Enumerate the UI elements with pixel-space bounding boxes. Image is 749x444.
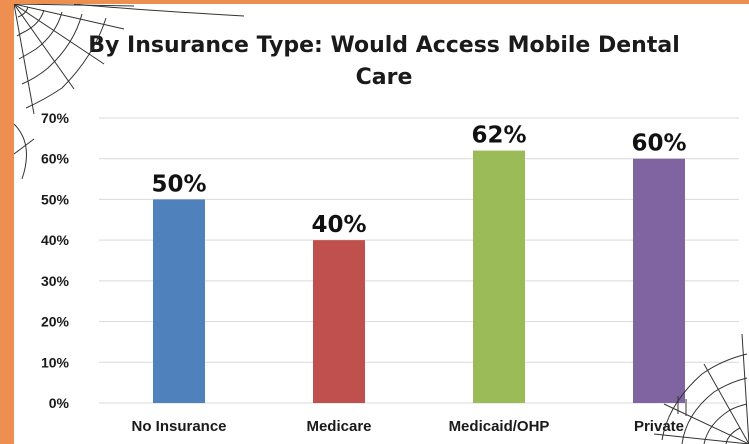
data-label: 40% [311,212,366,238]
x-category-label: No Insurance [131,418,226,435]
chart-title: By Insurance Type: Would Access Mobile D… [88,33,679,90]
y-tick-label: 20% [41,314,70,330]
y-tick-label: 30% [41,273,70,289]
spider-web-icon-top-left [14,4,245,115]
y-tick-label: 50% [41,191,70,207]
data-label: 60% [631,131,686,157]
bar-medicaid-ohp [473,150,525,403]
bar-medicare [313,240,365,403]
data-label: 62% [471,123,526,149]
x-category-label: Private [634,418,684,435]
bars [153,150,685,403]
y-tick-label: 10% [41,354,70,370]
spider-web-icon-bottom-right [653,333,749,444]
y-axis-tick-labels: 0% 10% 20% 30% 40% 50% 60% 70% [41,110,70,411]
data-label: 50% [151,171,206,197]
gridlines [99,117,739,404]
bar-chart: By Insurance Type: Would Access Mobile D… [14,4,749,444]
spider-web-icon-left [14,123,35,180]
x-category-label: Medicaid/OHP [449,418,550,435]
bar-no-insurance [153,199,205,403]
y-tick-label: 60% [41,151,70,167]
y-tick-label: 40% [41,232,70,248]
x-category-label: Medicare [306,418,371,435]
chart-title-line-1: By Insurance Type: Would Access Mobile D… [88,33,679,58]
bar-private [633,158,685,403]
y-tick-label: 0% [49,395,70,411]
category-labels: No Insurance Medicare Medicaid/OHP Private [131,418,684,435]
chart-panel: By Insurance Type: Would Access Mobile D… [14,4,749,444]
data-labels: 50% 40% 62% 60% [151,123,686,239]
chart-title-line-2: Care [356,65,413,90]
y-tick-label: 70% [41,110,70,126]
